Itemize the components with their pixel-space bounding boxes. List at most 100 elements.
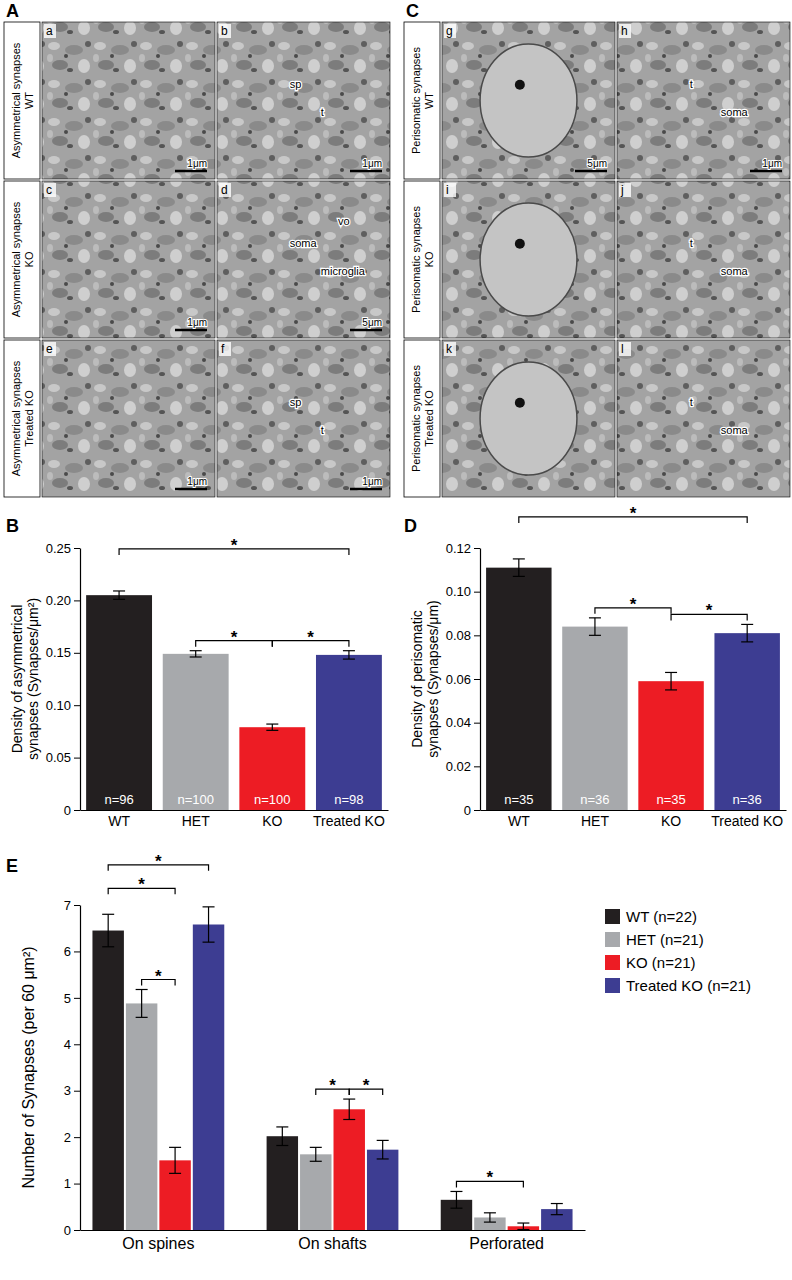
x-tick: HET [581, 810, 609, 829]
bar-label: n=98 [334, 792, 363, 807]
letter-backdrop [219, 183, 231, 197]
chart: 01234567On spinesOn shaftsPerforated****… [6, 852, 751, 1253]
y-tick: 0.04 [446, 715, 480, 730]
x-axis: WTHETKOTreated KO [481, 810, 787, 829]
y-tick: 3 [64, 1083, 80, 1098]
y-axis-title-line: Density of perisomatic [409, 610, 425, 748]
bar [714, 633, 779, 810]
y-tick-mark [74, 1091, 80, 1092]
error-bar-cap [513, 576, 525, 577]
y-axis-title-line: synapses (Synapses/μm) [425, 600, 441, 757]
x-tick-label: WT [508, 813, 530, 829]
y-tick: 0.25 [46, 541, 80, 556]
error-bar-cap [377, 1158, 389, 1159]
error-bar [169, 1147, 181, 1173]
panel-label: D [404, 516, 417, 536]
y-axis-line [80, 549, 81, 811]
x-tick: KO [661, 810, 681, 829]
y-tick-mark [74, 810, 80, 811]
em-image-area [442, 340, 615, 497]
error-bar-cap [310, 1161, 322, 1162]
significance-label: * [138, 875, 145, 894]
x-tick-label: Treated KO [313, 813, 385, 829]
row-label: KO [423, 251, 435, 267]
y-tick-label: 2 [64, 1130, 71, 1145]
bar [562, 627, 627, 810]
y-tick-label: 0.15 [46, 645, 71, 660]
x-axis-line [481, 810, 787, 811]
x-tick-label: HET [581, 813, 609, 829]
significance-label: * [231, 536, 238, 555]
nucleus [480, 362, 577, 475]
em-image: c1μm [42, 181, 215, 338]
error-bar-stem [382, 1140, 383, 1159]
error-bar-cap [276, 1145, 288, 1146]
error-bar-cap [484, 1222, 496, 1223]
error-bar-stem [195, 651, 196, 657]
y-tick-label: 6 [64, 944, 71, 959]
error-bar-cap [113, 599, 125, 600]
letter-backdrop [44, 183, 56, 197]
error-bar [136, 990, 148, 1018]
error-bar-stem [556, 1204, 557, 1215]
error-bar-cap [343, 658, 355, 659]
y-tick-label: 0.25 [46, 541, 71, 556]
nucleus [480, 44, 577, 157]
error-bar-cap [310, 1147, 322, 1148]
scale-bar-label: 5μm [362, 317, 382, 328]
bar [193, 925, 224, 1231]
error-bar-cap [484, 1212, 496, 1213]
y-axis-title-line: Number of Synapses (per 60 μm²) [20, 946, 37, 1188]
y-tick-mark [474, 723, 480, 724]
y-axis: 00.020.040.060.080.100.12 [446, 541, 481, 818]
legend-label: WT (n=22) [626, 908, 697, 925]
em-image-area [442, 181, 615, 338]
image-panel: CPerisomatic synapsesWTg5μmhtsoma1μmPeri… [404, 1, 790, 497]
y-tick: 0.02 [446, 759, 480, 774]
em-image: g5μm [442, 22, 615, 179]
em-image: fspt1μm [217, 340, 390, 497]
error-bar [741, 624, 753, 641]
scale-bar [175, 329, 207, 332]
y-tick: 0.15 [46, 645, 80, 660]
error-bar-cap [589, 617, 601, 618]
letter-backdrop [619, 183, 631, 197]
y-tick: 0 [464, 803, 480, 818]
error-bar-cap [343, 1119, 355, 1120]
error-bar [551, 1204, 563, 1215]
error-bar [102, 914, 114, 947]
error-bar-cap [551, 1214, 563, 1215]
y-tick-mark [74, 1137, 80, 1138]
x-tick-label: WT [108, 813, 130, 829]
plot-area [486, 559, 780, 810]
legend-swatch [605, 955, 620, 970]
y-tick-mark [74, 905, 80, 906]
error-bar-stem [349, 1099, 350, 1119]
scale-bar [350, 329, 382, 332]
error-bar-cap [665, 689, 677, 690]
image-letter: c [46, 183, 52, 197]
scale-bar-label: 5μm [587, 158, 607, 169]
row-label: WT [23, 92, 35, 109]
y-axis-title: Density of asymmetricalsynapses (Synapse… [9, 598, 41, 760]
x-tick: HET [182, 810, 210, 829]
y-tick-mark [74, 951, 80, 952]
bar-label: n=35 [504, 792, 533, 807]
row-label-frame [404, 181, 440, 338]
error-bar-stem [594, 618, 595, 635]
error-bar [203, 907, 215, 942]
y-tick: 6 [64, 944, 80, 959]
significance-label: * [231, 628, 238, 647]
x-tick: On spines [122, 1230, 194, 1252]
y-tick-mark [74, 653, 80, 654]
significance-label: * [329, 1076, 336, 1095]
y-tick-label: 0.04 [446, 715, 471, 730]
scale-bar [175, 170, 207, 173]
bar [638, 681, 703, 810]
letter-backdrop [219, 24, 231, 38]
scale-bar-label: 1μm [362, 476, 382, 487]
significance-label: * [630, 504, 637, 523]
figure: AAsymmetrical synapsesWTa1μmbspt1μmAsymm… [0, 0, 792, 1280]
y-tick-label: 0.12 [446, 541, 471, 556]
letter-backdrop [444, 342, 456, 356]
